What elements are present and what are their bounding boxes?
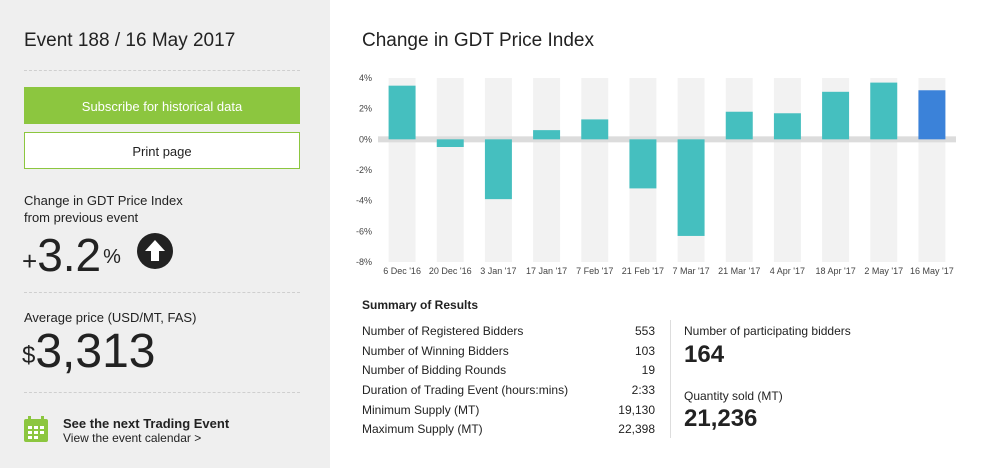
divider — [24, 292, 300, 293]
summary-row-label: Minimum Supply (MT) — [362, 402, 480, 417]
bar — [484, 139, 512, 200]
bar — [533, 130, 561, 140]
y-tick-label: 2% — [359, 104, 372, 114]
x-tick-label: 21 Mar '17 — [718, 266, 760, 276]
participating-bidders-value: 164 — [684, 341, 725, 368]
summary-row-label: Duration of Trading Event (hours:mins) — [362, 383, 569, 398]
summary-row-value: 22,398 — [618, 422, 655, 437]
chart-title: Change in GDT Price Index — [362, 30, 594, 51]
summary-row-value: 553 — [634, 324, 655, 338]
bar — [870, 82, 898, 140]
x-tick-label: 3 Jan '17 — [480, 266, 516, 276]
y-tick-label: 4% — [359, 73, 372, 83]
gdt-price-index-chart: 4% 2% 0% -2% -4% -6% -8% 6 Dec '16 20 Dec '16 3 J… — [356, 73, 956, 276]
average-price-value: $3,313 — [22, 326, 155, 378]
change-sign: + — [22, 246, 38, 276]
x-tick-label: 2 May '17 — [864, 266, 903, 276]
bar — [822, 91, 850, 140]
x-tick-label: 7 Feb '17 — [576, 266, 613, 276]
bar — [388, 85, 416, 140]
calendar-icon — [24, 416, 48, 442]
change-unit: % — [103, 246, 121, 268]
change-label: Change in GDT Price Index from previous … — [24, 192, 224, 226]
divider — [24, 70, 300, 71]
y-tick-label: -2% — [356, 165, 372, 175]
x-tick-label: 4 Apr '17 — [770, 266, 805, 276]
y-tick-label: -8% — [356, 257, 372, 267]
y-tick-label: -6% — [356, 226, 372, 236]
next-event-title: See the next Trading Event — [63, 416, 230, 431]
sidebar: Event 188 / 16 May 2017 Subscribe for hi… — [0, 0, 330, 468]
summary-divider — [670, 320, 671, 438]
zero-band — [378, 136, 956, 143]
subscribe-button[interactable]: Subscribe for historical data — [24, 87, 300, 124]
summary-row: Number of Winning Bidders 103 — [362, 342, 655, 362]
average-price-currency: $ — [22, 342, 36, 369]
column-background — [533, 78, 561, 262]
bar — [677, 139, 705, 236]
summary-row-value: 19,130 — [618, 402, 655, 417]
summary-row-label: Maximum Supply (MT) — [362, 422, 483, 437]
bar — [918, 90, 946, 140]
summary-row: Minimum Supply (MT) 19,130 — [362, 401, 655, 421]
arrow-up-icon — [137, 233, 173, 269]
quantity-sold-value: 21,236 — [684, 405, 758, 432]
change-value: +3.2% — [22, 230, 121, 280]
event-title: Event 188 / 16 May 2017 — [24, 30, 236, 51]
average-price-number: 3,313 — [35, 325, 156, 378]
summary-row: Maximum Supply (MT) 22,398 — [362, 420, 655, 440]
y-tick-label: -4% — [356, 196, 372, 206]
bar — [725, 111, 753, 140]
column-background — [725, 78, 753, 262]
summary-row: Number of Bidding Rounds 19 — [362, 361, 655, 381]
arrow-up-icon-svg — [145, 240, 165, 261]
x-tick-label: 7 Mar '17 — [672, 266, 709, 276]
summary-row: Duration of Trading Event (hours:mins) 2:… — [362, 381, 655, 401]
summary-row-value: 103 — [634, 343, 655, 358]
column-background — [436, 78, 464, 262]
quantity-sold-label: Quantity sold (MT) — [684, 389, 783, 403]
summary-row-label: Number of Winning Bidders — [362, 343, 509, 358]
next-event-link[interactable]: See the next Trading Event View the even… — [24, 414, 304, 446]
print-page-button[interactable]: Print page — [24, 132, 300, 169]
x-tick-label: 6 Dec '16 — [383, 266, 421, 276]
x-tick-label: 16 May '17 — [910, 266, 954, 276]
summary-row-value: 2:33 — [631, 383, 655, 398]
change-label-line1: Change in GDT Price Index — [24, 193, 183, 208]
x-tick-label: 18 Apr '17 — [815, 266, 855, 276]
participating-bidders-label: Number of participating bidders — [684, 324, 851, 338]
y-tick-label: 0% — [359, 134, 372, 144]
divider — [24, 392, 300, 393]
change-label-line2: from previous event — [24, 210, 139, 225]
column-background — [581, 78, 609, 262]
x-tick-label: 17 Jan '17 — [526, 266, 567, 276]
summary-title: Summary of Results — [362, 298, 479, 312]
bar — [773, 113, 801, 140]
x-tick-label: 21 Feb '17 — [622, 266, 664, 276]
bar — [436, 139, 464, 147]
bar — [629, 139, 657, 189]
view-calendar-link[interactable]: View the event calendar > — [63, 431, 202, 445]
average-price-label: Average price (USD/MT, FAS) — [24, 310, 197, 325]
x-tick-label: 20 Dec '16 — [429, 266, 472, 276]
summary-row: Number of Registered Bidders 553 — [362, 322, 655, 342]
summary-row-label: Number of Registered Bidders — [362, 324, 524, 338]
summary-row-label: Number of Bidding Rounds — [362, 363, 507, 378]
summary-table: Number of Registered Bidders 553 Number o… — [362, 322, 655, 440]
bar — [581, 119, 609, 140]
summary-row-value: 19 — [641, 363, 655, 378]
change-number: 3.2 — [37, 229, 102, 281]
column-background — [773, 78, 801, 262]
